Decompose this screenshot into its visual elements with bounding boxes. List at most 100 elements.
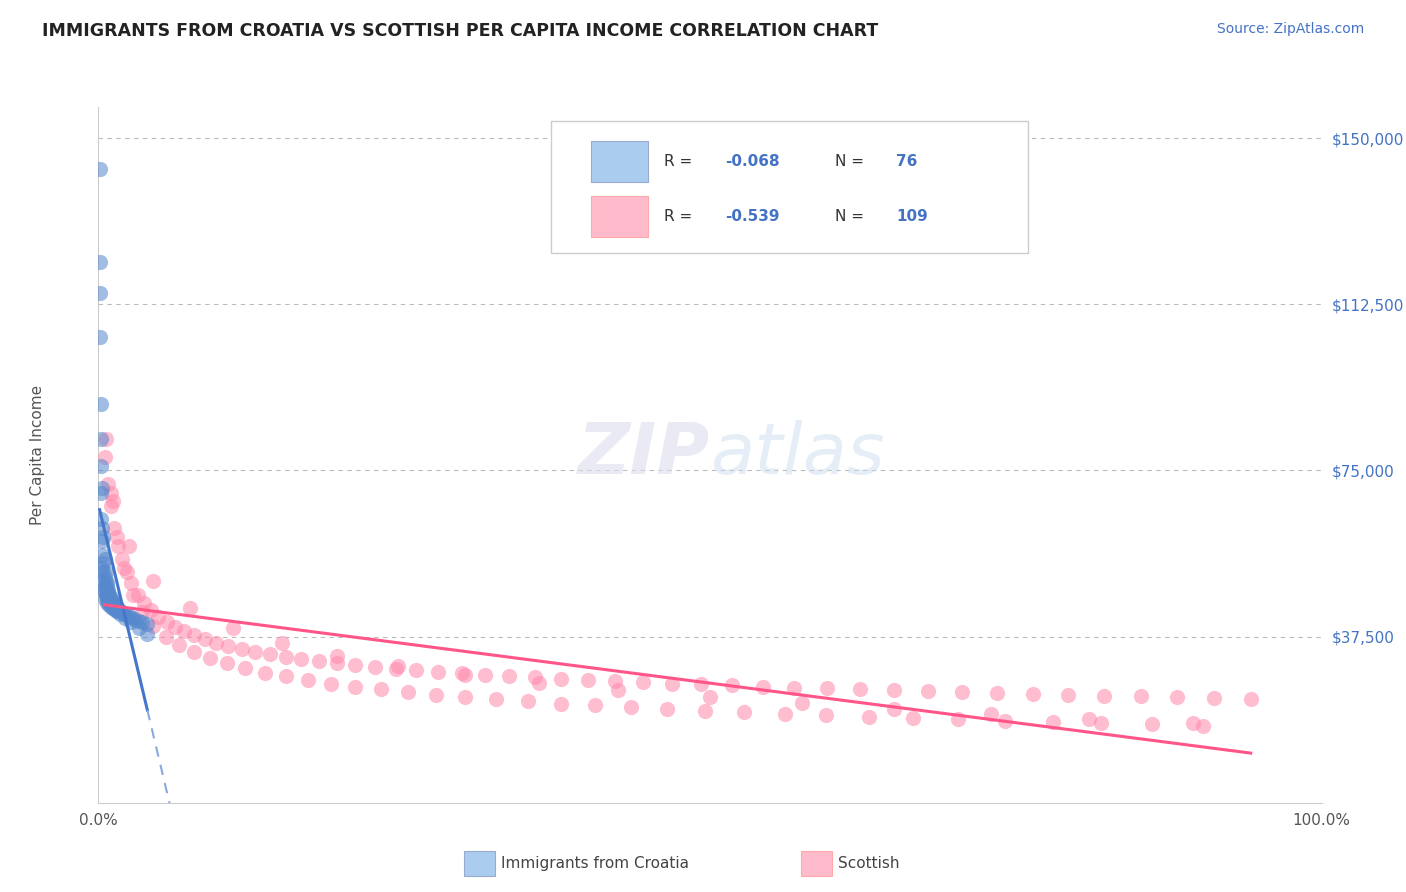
- Point: [550, 672, 572, 686]
- Point: [259, 648, 281, 662]
- Point: [849, 682, 872, 697]
- Point: [101, 600, 124, 615]
- Point: [474, 667, 496, 681]
- Point: [980, 707, 1002, 722]
- Point: [101, 595, 124, 609]
- Point: [603, 674, 626, 689]
- Point: [97, 476, 120, 491]
- Point: [97, 590, 120, 604]
- Point: [427, 665, 450, 679]
- Point: [100, 596, 122, 610]
- Point: [100, 599, 122, 614]
- Point: [98, 591, 121, 605]
- Point: [883, 702, 905, 716]
- Point: [1092, 689, 1115, 703]
- Point: [1140, 717, 1163, 731]
- Point: [118, 539, 141, 553]
- Point: [524, 670, 547, 684]
- Point: [94, 581, 117, 595]
- Point: [883, 683, 905, 698]
- Point: [183, 645, 205, 659]
- Point: [1240, 692, 1263, 706]
- Point: [131, 605, 153, 619]
- Point: [364, 659, 387, 673]
- Point: [661, 676, 683, 690]
- Point: [619, 700, 641, 714]
- Point: [1042, 715, 1064, 730]
- Point: [319, 676, 342, 690]
- Point: [115, 566, 138, 580]
- Point: [631, 675, 654, 690]
- Point: [917, 684, 939, 698]
- Point: [93, 552, 115, 566]
- Point: [1022, 687, 1045, 701]
- Point: [107, 601, 129, 615]
- Point: [100, 595, 122, 609]
- Point: [1129, 690, 1152, 704]
- Point: [112, 561, 135, 575]
- Point: [425, 688, 447, 702]
- Point: [100, 485, 122, 500]
- Point: [527, 676, 550, 690]
- Point: [198, 651, 221, 665]
- Point: [93, 570, 115, 584]
- Point: [110, 604, 132, 618]
- Point: [103, 602, 125, 616]
- Point: [91, 548, 114, 562]
- Point: [91, 521, 114, 535]
- FancyBboxPatch shape: [592, 196, 648, 237]
- Point: [1192, 719, 1215, 733]
- Point: [101, 600, 124, 615]
- Point: [101, 494, 124, 508]
- Point: [384, 661, 406, 675]
- Point: [1078, 712, 1101, 726]
- Point: [91, 557, 114, 571]
- Point: [91, 561, 114, 575]
- Point: [103, 597, 125, 611]
- Point: [139, 603, 162, 617]
- Point: [583, 698, 606, 713]
- Point: [215, 657, 238, 671]
- Point: [326, 648, 349, 663]
- Point: [815, 708, 838, 723]
- Text: Immigrants from Croatia: Immigrants from Croatia: [501, 856, 689, 871]
- Point: [253, 665, 276, 680]
- Point: [90, 433, 112, 447]
- Point: [105, 599, 128, 614]
- Point: [576, 673, 599, 687]
- Point: [550, 697, 572, 711]
- Point: [733, 706, 755, 720]
- Point: [89, 286, 111, 301]
- Point: [89, 87, 111, 101]
- Point: [1202, 691, 1225, 706]
- Point: [96, 579, 118, 593]
- Text: 109: 109: [896, 210, 928, 225]
- Point: [91, 534, 114, 549]
- Text: -0.539: -0.539: [724, 210, 779, 225]
- Point: [121, 587, 143, 601]
- Point: [699, 690, 721, 704]
- Point: [173, 624, 195, 639]
- Point: [96, 591, 118, 605]
- Text: Scottish: Scottish: [838, 856, 900, 871]
- Point: [498, 669, 520, 683]
- Point: [91, 530, 114, 544]
- Point: [103, 521, 125, 535]
- Point: [105, 530, 128, 544]
- Point: [104, 603, 127, 617]
- Point: [243, 645, 266, 659]
- Text: Source: ZipAtlas.com: Source: ZipAtlas.com: [1216, 22, 1364, 37]
- Point: [607, 683, 630, 698]
- Point: [148, 609, 170, 624]
- Point: [100, 590, 122, 604]
- Point: [297, 673, 319, 687]
- Point: [117, 608, 139, 623]
- Point: [695, 704, 717, 718]
- Point: [274, 669, 297, 683]
- Point: [94, 587, 117, 601]
- Point: [96, 585, 118, 599]
- Point: [111, 606, 134, 620]
- Point: [222, 621, 245, 635]
- Point: [817, 681, 839, 696]
- Point: [986, 686, 1008, 700]
